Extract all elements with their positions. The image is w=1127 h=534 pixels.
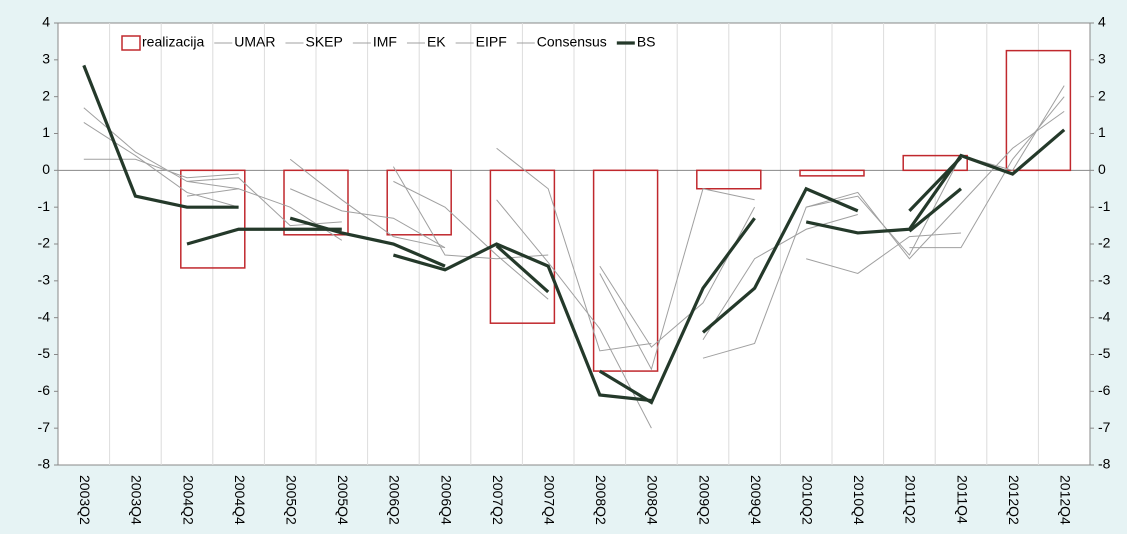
x-tick-label: 2005Q2: [283, 475, 299, 525]
bar: [696, 169, 762, 190]
line: [83, 158, 239, 179]
line: [908, 187, 963, 233]
line: [599, 188, 755, 371]
x-tick-label: 2006Q4: [438, 475, 454, 525]
y-tick-label: -4: [38, 308, 51, 324]
line: [496, 199, 652, 429]
line: [393, 180, 549, 300]
y2-tick-label: -1: [1098, 198, 1111, 214]
y2-tick-label: 2: [1098, 87, 1106, 103]
y2-tick-label: -4: [1098, 308, 1111, 324]
bar: [386, 169, 452, 236]
bar: [1005, 49, 1072, 172]
y-tick-label: -6: [38, 382, 51, 398]
x-tick-label: 2008Q4: [645, 475, 661, 525]
line: [495, 244, 550, 294]
x-tick-label: 2012Q4: [1057, 475, 1073, 525]
legend-label: SKEP: [305, 34, 342, 50]
x-tick-label: 2005Q4: [335, 475, 351, 525]
y-tick-label: -8: [38, 456, 51, 472]
line: [83, 122, 239, 208]
y-tick-label: 2: [42, 87, 50, 103]
line: [82, 64, 239, 209]
y2-tick-label: -3: [1098, 272, 1111, 288]
y-tick-label: -1: [38, 198, 51, 214]
x-tick-label: 2007Q4: [541, 475, 557, 525]
bar: [902, 154, 968, 172]
line: [186, 227, 342, 246]
bar: [180, 169, 246, 269]
line: [908, 156, 963, 212]
line: [702, 110, 1065, 359]
legend-label: UMAR: [234, 34, 275, 50]
y2-tick-label: 4: [1098, 14, 1106, 30]
y2-tick-label: -7: [1098, 419, 1111, 435]
legend-label: realizacija: [142, 34, 204, 50]
x-tick-label: 2008Q2: [593, 475, 609, 525]
y-tick-label: -7: [38, 419, 51, 435]
y-tick-label: 3: [42, 51, 50, 67]
x-tick-label: 2006Q2: [387, 475, 403, 525]
y-tick-label: -2: [38, 235, 51, 251]
x-tick-label: 2012Q2: [1006, 475, 1022, 525]
bar: [799, 169, 865, 177]
line: [496, 147, 652, 352]
y-tick-label: 4: [42, 14, 50, 30]
line: [290, 188, 446, 249]
x-tick-label: 2010Q4: [851, 475, 867, 525]
y2-tick-label: 1: [1098, 124, 1106, 140]
y-tick-label: 1: [42, 124, 50, 140]
line: [806, 85, 1065, 256]
line: [598, 217, 756, 405]
x-tick-label: 2011Q4: [954, 475, 970, 524]
legend-label: EIPF: [476, 34, 507, 50]
y-tick-label: -3: [38, 272, 51, 288]
y2-tick-label: -5: [1098, 345, 1111, 361]
line: [289, 158, 446, 249]
y2-tick-label: 3: [1098, 51, 1106, 67]
y2-tick-label: 0: [1098, 161, 1106, 177]
y-tick-label: -5: [38, 345, 51, 361]
x-tick-label: 2003Q2: [77, 475, 93, 525]
x-tick-label: 2011Q2: [903, 475, 919, 524]
legend-label: IMF: [373, 34, 397, 50]
line: [909, 96, 1065, 249]
y-tick-label: 0: [42, 161, 50, 177]
x-tick-label: 2004Q2: [180, 475, 196, 525]
line: [805, 128, 1066, 235]
x-tick-label: 2003Q4: [129, 475, 145, 525]
y2-tick-label: -6: [1098, 382, 1111, 398]
legend-label: BS: [637, 34, 656, 50]
x-tick-label: 2009Q2: [696, 475, 712, 525]
line: [289, 216, 446, 268]
x-tick-label: 2004Q4: [232, 475, 248, 525]
line: [701, 186, 859, 334]
legend-label: EK: [427, 34, 446, 50]
line: [702, 214, 858, 341]
x-tick-label: 2009Q4: [748, 475, 764, 525]
legend-swatch: [121, 35, 141, 51]
x-tick-label: 2010Q2: [799, 475, 815, 525]
bar: [283, 169, 349, 236]
line: [392, 242, 652, 403]
x-tick-label: 2007Q2: [490, 475, 506, 525]
bar: [592, 169, 659, 372]
legend-label: Consensus: [537, 34, 607, 50]
y2-tick-label: -8: [1098, 456, 1111, 472]
line: [186, 177, 342, 227]
line: [806, 232, 962, 275]
y2-tick-label: -2: [1098, 235, 1111, 251]
